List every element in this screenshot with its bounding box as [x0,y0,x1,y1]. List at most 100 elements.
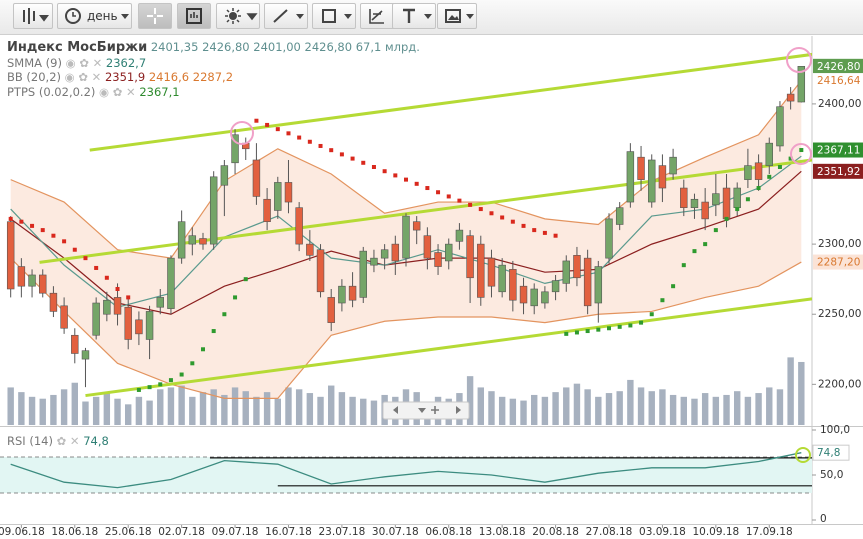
candle-body [263,198,271,222]
candle-body [455,229,464,242]
candle-body [594,266,603,304]
volume-bar [82,401,89,425]
ptps-dot [478,207,483,212]
ptps-dot [713,228,718,233]
candle-body [434,252,442,267]
image-tool-button[interactable] [437,3,477,29]
candle-body [412,221,421,231]
ptps-dot [532,228,537,233]
ptps-dot [147,385,152,390]
volume-bar [712,396,720,425]
volume-bar [360,398,367,425]
volume-bar [328,385,335,425]
volume-bar [744,396,752,425]
ptps-dot [542,230,547,235]
volume-bar [28,396,36,425]
ptps-dot [19,219,24,224]
icon [23,8,49,24]
ptps-dot [436,190,441,195]
volume-bar [787,357,794,425]
volume-bar [445,398,452,425]
candle-body [754,162,763,180]
candle-body [797,66,806,103]
ptps-dot [724,216,729,221]
period-button[interactable]: день [57,3,132,29]
icon [273,9,304,23]
ptps-dot [201,347,205,352]
line-tool-button[interactable] [264,3,308,29]
x-tick-label: 09.07.18 [212,526,259,538]
ptps-dot [211,329,216,334]
candle-body [583,257,592,307]
volume-bar [498,396,506,425]
legend: Индекс МосБиржи 2401,35 2426,80 2401,00 … [7,40,420,99]
ptps-dot [585,329,590,334]
candle-body [690,198,699,208]
ptps-dot [574,330,579,335]
volume-bar [146,400,153,425]
ptps-dot [158,382,163,387]
volume-bar [50,394,57,425]
candle-body [359,250,367,298]
price-panel [6,52,812,425]
crosshair-button[interactable] [138,3,172,29]
ptps-dot [564,331,569,336]
indicator-value: 74,8 [83,434,109,448]
ptps-dot [126,295,131,300]
candle-body [477,243,485,298]
ptps-dot [404,177,408,182]
candle-body [242,142,250,150]
axes: 2200,00 2250,00 2300,00 2400,00 2426,80 2416,… [0,58,863,538]
candle-body [124,306,132,340]
ptps-dot [639,320,644,325]
text-tool-button[interactable] [392,3,436,29]
ptps-dot [692,249,697,254]
ptps-dot [745,197,750,202]
candle-body [680,187,688,208]
candle-body [391,243,400,262]
grid-button[interactable] [177,3,211,29]
volume-bar [531,394,538,425]
candle-body [722,187,731,220]
indicators-button[interactable] [216,3,260,29]
bb-lower [10,257,802,399]
shape-tool-button[interactable] [312,3,356,29]
candle-body [220,165,229,186]
candle-body [573,255,581,279]
ptps-dot [179,372,184,377]
volume-bar [135,396,143,425]
ohlc-value: 2426,80 [304,40,353,54]
candle-body [188,235,197,245]
candle-body [348,285,357,301]
volume-bar [125,404,132,425]
candle-body [370,257,378,266]
candle-body [316,249,325,293]
x-tick-label: 30.07.18 [372,526,419,538]
chart-type-button[interactable] [13,3,53,29]
icon [445,9,474,23]
ptps-dot [521,223,526,228]
rsi-panel [0,452,812,494]
volume-bar [253,396,260,425]
ptps-dot [265,122,270,127]
price-label-box [813,163,863,179]
ptps-dot [799,148,804,153]
trendline [89,52,812,152]
volume-bar [413,392,420,425]
candle-body [252,159,261,197]
volume-bar [295,389,303,425]
rsi-line [10,452,802,489]
candle-body [551,280,560,293]
candle-body [786,93,795,102]
indicator-value: 2351,9 [104,70,146,84]
ptps-dot [254,118,259,123]
volume-bar [659,389,666,425]
volume-bar [552,392,559,425]
candle-body [295,207,303,245]
volume-bar [242,391,249,425]
candle-body [145,311,154,340]
ptps-dot [318,143,323,148]
x-tick-label: 23.07.18 [319,526,366,538]
instrument-name: Индекс МосБиржи [7,40,148,55]
